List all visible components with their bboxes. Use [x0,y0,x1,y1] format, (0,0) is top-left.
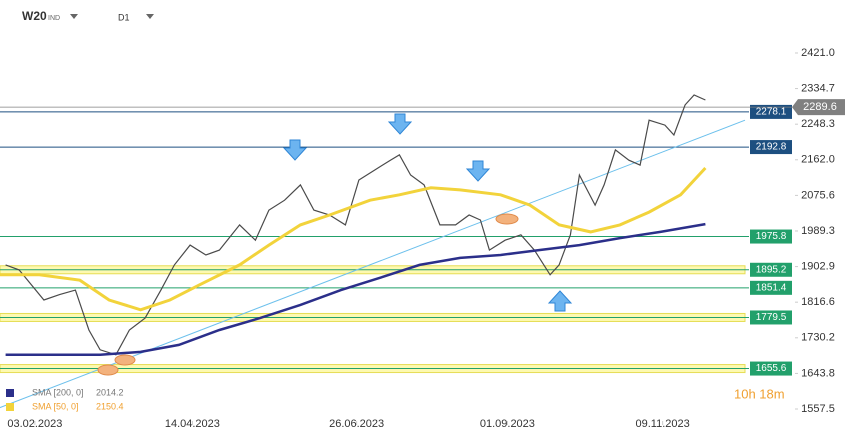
y-tick-label: 2248.3 [801,118,835,130]
legend-value: 2014.2 [96,387,124,397]
current-price-box [792,99,845,116]
x-tick-label: 09.11.2023 [636,418,690,430]
timer: 10h 18m [734,386,785,401]
x-tick-label: 14.04.2023 [165,418,220,430]
level-label-box [750,361,792,376]
down-arrow [282,139,308,161]
current-price-label: 2289.6 [803,101,837,113]
level-label: 1779.5 [756,312,787,323]
legend-swatch [6,389,14,397]
y-tick-label: 2334.7 [801,82,835,94]
symbol: W20 [22,9,47,23]
price-line [5,94,706,356]
y-tick-label: 2075.6 [801,189,835,201]
marker [97,364,119,376]
level-label-box [750,229,792,244]
legend-swatch [6,403,14,411]
y-tick-label: 1643.8 [801,367,835,379]
marker [114,354,136,366]
y-tick-label: 2162.0 [801,154,835,166]
market: IND [48,15,60,22]
level-label: 2278.1 [756,107,787,118]
down-arrow [387,113,413,135]
x-tick-label: 03.02.2023 [7,418,62,430]
level-label: 1655.6 [756,363,787,374]
x-tick-label: 26.06.2023 [329,418,384,430]
x-tick-label: 01.09.2023 [480,418,535,430]
dropdown-icon[interactable] [146,14,154,19]
y-tick-label: 2421.0 [801,47,835,59]
y-tick-label: 1989.3 [801,225,835,237]
legend-value: 2150.4 [96,401,124,411]
level-label: 1975.8 [756,231,787,242]
sma-line [0,166,707,312]
down-arrow [465,160,491,182]
y-tick-label: 1902.9 [801,261,835,273]
level-label: 1895.2 [756,264,787,275]
y-tick-label: 1816.6 [801,296,835,308]
markers [97,213,519,376]
level-label: 2192.8 [756,142,787,153]
level-label-box [750,280,792,295]
marker [495,213,519,225]
y-tick-label: 1557.5 [801,403,835,415]
level-label-box [750,310,792,325]
legend-label: SMA [50, 0] [32,401,79,411]
level-label-box [750,262,792,277]
level-label-box [750,140,792,155]
dropdown-icon[interactable] [70,14,78,19]
sma-line [5,222,706,357]
arrows [282,113,573,312]
level-label: 1851.4 [756,282,787,293]
interval: D1 [118,12,130,22]
legend-label: SMA [200, 0] [32,387,84,397]
level-label-box [750,104,792,119]
up-arrow [547,290,573,312]
y-tick-label: 1730.2 [801,332,835,344]
